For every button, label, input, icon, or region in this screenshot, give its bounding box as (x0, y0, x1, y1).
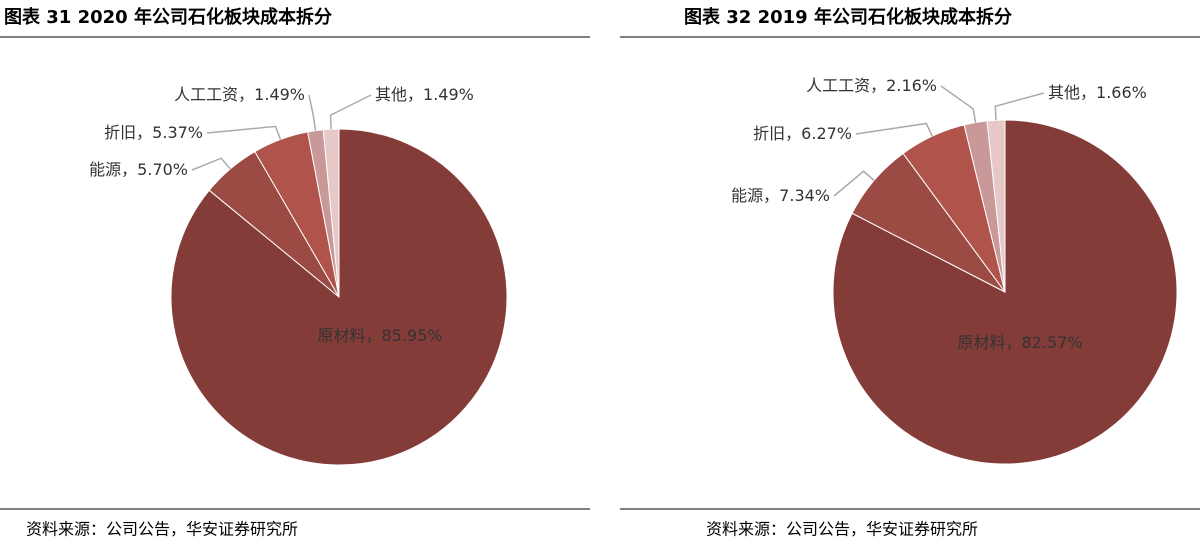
leader-line (994, 92, 1045, 121)
data-label: 折旧，6.27% (753, 124, 852, 143)
leader-line (191, 157, 231, 171)
value-label: 85.95% (382, 326, 443, 345)
label-separator: ， (870, 76, 886, 95)
category-label: 其他 (375, 85, 407, 104)
leader-line (833, 170, 875, 197)
category-label: 折旧 (104, 123, 136, 142)
value-label: 5.70% (137, 160, 188, 179)
data-label: 能源，7.34% (731, 186, 830, 205)
label-separator: ， (785, 124, 801, 143)
value-label: 2.16% (886, 76, 937, 95)
value-label: 1.49% (254, 85, 305, 104)
value-label: 1.49% (423, 85, 474, 104)
category-label: 能源 (731, 186, 763, 205)
leader-line (940, 85, 977, 123)
category-label: 人工工资 (806, 76, 870, 95)
data-label: 原材料，85.95% (317, 326, 442, 345)
pie-slice (986, 119, 1006, 293)
category-label: 能源 (89, 160, 121, 179)
data-label: 能源，5.70% (89, 160, 188, 179)
label-separator: ， (238, 85, 254, 104)
data-label: 其他，1.66% (1048, 83, 1147, 102)
category-label: 折旧 (753, 124, 785, 143)
label-separator: ， (136, 123, 152, 142)
category-label: 人工工资 (174, 85, 238, 104)
leader-line (855, 122, 933, 137)
label-separator: ， (121, 160, 137, 179)
value-label: 5.37% (152, 123, 203, 142)
label-separator: ， (1005, 333, 1021, 352)
leader-line (308, 94, 317, 131)
chart-title: 图表 32 2019 年公司石化板块成本拆分 (684, 6, 1012, 28)
value-label: 7.34% (779, 186, 830, 205)
category-label: 其他 (1048, 83, 1080, 102)
pie-slice (322, 128, 340, 298)
source-note: 资料来源：公司公告，华安证券研究所 (706, 520, 978, 539)
label-separator: ， (763, 186, 779, 205)
data-label: 折旧，5.37% (104, 123, 203, 142)
leader-line (329, 94, 372, 130)
value-label: 1.66% (1096, 83, 1147, 102)
value-label: 6.27% (801, 124, 852, 143)
leader-line (206, 125, 282, 140)
data-label: 人工工资，1.49% (174, 85, 305, 104)
data-label: 原材料，82.57% (957, 333, 1082, 352)
chart-title: 图表 31 2020 年公司石化板块成本拆分 (4, 6, 332, 28)
label-separator: ， (407, 85, 423, 104)
data-label: 其他，1.49% (375, 85, 474, 104)
label-separator: ， (1080, 83, 1096, 102)
data-label: 人工工资，2.16% (806, 76, 937, 95)
value-label: 82.57% (1022, 333, 1083, 352)
category-label: 原材料 (317, 326, 365, 345)
source-note: 资料来源：公司公告，华安证券研究所 (26, 520, 298, 539)
label-separator: ， (365, 326, 381, 345)
category-label: 原材料 (957, 333, 1005, 352)
